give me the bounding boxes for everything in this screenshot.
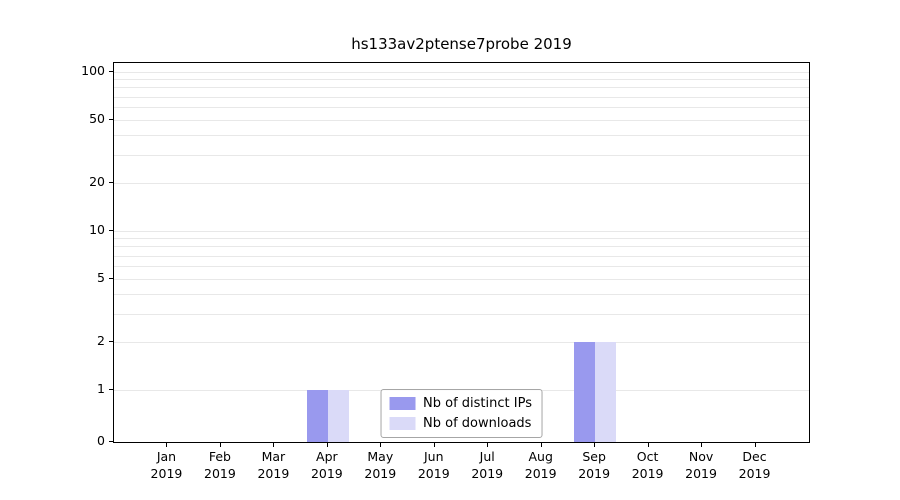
x-tick-label: Jun 2019	[417, 449, 450, 481]
x-tick-mark	[380, 443, 382, 447]
plot-area: Nb of distinct IPs Nb of downloads	[113, 62, 810, 443]
gridline	[114, 87, 809, 89]
bar-distinct-ips	[306, 390, 328, 442]
legend: Nb of distinct IPs Nb of downloads	[380, 389, 543, 438]
y-tick-label: 5	[97, 269, 105, 285]
y-axis-tick-labels: 0 1 2 5 10 20 50 100	[0, 0, 105, 500]
x-tick-mark	[326, 443, 328, 447]
x-tick-label: Feb 2019	[204, 449, 236, 481]
x-tick-label: Aug 2019	[524, 449, 557, 481]
chart-title: hs133av2ptense7probe 2019	[351, 35, 572, 53]
legend-item-distinct-ips: Nb of distinct IPs	[389, 396, 532, 411]
x-tick-label: Dec 2019	[738, 449, 771, 481]
y-tick-label: 50	[89, 110, 105, 126]
x-tick-mark	[273, 443, 275, 447]
gridline	[114, 155, 809, 157]
x-tick-mark	[754, 443, 756, 447]
y-tick-label: 10	[89, 222, 105, 237]
gridline	[114, 342, 809, 344]
x-tick-mark	[540, 443, 542, 447]
gridline	[114, 72, 809, 73]
y-tick-label: 2	[97, 333, 105, 349]
gridline	[114, 238, 809, 240]
gridline	[114, 135, 809, 137]
gridline	[114, 278, 809, 280]
x-tick-mark	[166, 443, 168, 447]
legend-swatch-distinct-ips	[389, 397, 416, 410]
x-tick-label: May 2019	[364, 449, 397, 481]
x-tick-mark	[594, 443, 596, 447]
gridline	[114, 79, 809, 81]
bar-downloads	[327, 390, 349, 442]
legend-label-distinct-ips: Nb of distinct IPs	[423, 396, 532, 411]
y-tick-label: 20	[89, 174, 105, 190]
x-tick-mark	[433, 443, 435, 447]
y-tick-label: 0	[97, 433, 105, 448]
legend-label-downloads: Nb of downloads	[423, 416, 532, 431]
gridline	[114, 231, 809, 232]
gridline	[114, 183, 809, 185]
x-tick-mark	[219, 443, 221, 447]
gridline	[114, 314, 809, 316]
gridline	[114, 119, 809, 121]
gridline	[114, 96, 809, 98]
x-tick-label: Oct 2019	[631, 449, 664, 481]
x-tick-label: Nov 2019	[685, 449, 717, 481]
gridline	[114, 107, 809, 109]
x-tick-label: Mar 2019	[257, 449, 290, 481]
legend-swatch-downloads	[389, 417, 416, 430]
x-tick-mark	[701, 443, 703, 447]
x-tick-label: Jul 2019	[471, 449, 504, 481]
y-tick-label: 1	[97, 381, 105, 396]
x-tick-label: Sep 2019	[578, 449, 611, 481]
gridline	[114, 294, 809, 296]
gridline	[114, 255, 809, 257]
gridline	[114, 246, 809, 248]
bar-distinct-ips	[574, 342, 596, 442]
x-tick-label: Apr 2019	[310, 449, 343, 481]
x-tick-mark	[647, 443, 649, 447]
legend-item-downloads: Nb of downloads	[389, 416, 532, 431]
gridline	[114, 266, 809, 268]
x-tick-mark	[487, 443, 489, 447]
x-tick-label: Jan 2019	[150, 449, 183, 481]
bar-downloads	[595, 342, 617, 442]
y-tick-label: 100	[81, 63, 105, 78]
